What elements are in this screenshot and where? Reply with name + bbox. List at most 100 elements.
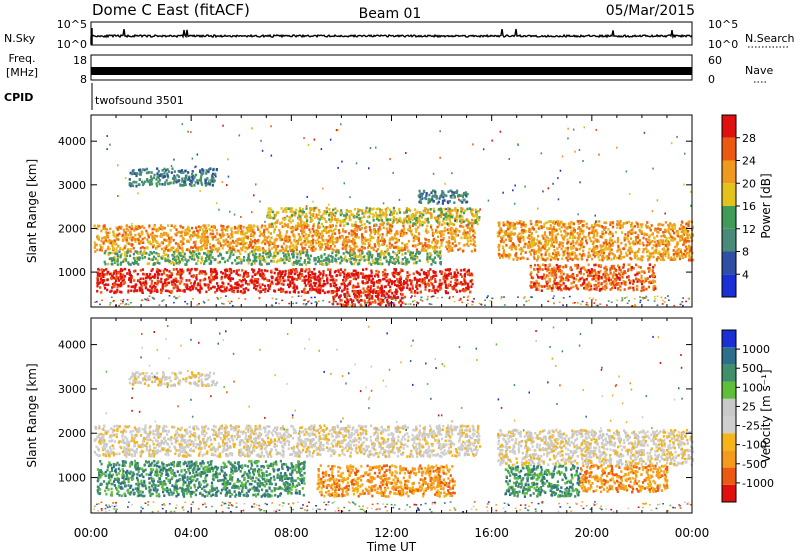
data-cell bbox=[216, 249, 219, 252]
data-cell bbox=[298, 224, 301, 228]
data-cell bbox=[633, 242, 636, 246]
data-cell bbox=[475, 210, 478, 213]
data-cell bbox=[185, 174, 188, 177]
data-cell bbox=[101, 236, 104, 240]
data-cell bbox=[399, 299, 402, 303]
data-cell bbox=[143, 256, 147, 259]
data-cell bbox=[347, 300, 350, 304]
data-cell bbox=[348, 272, 351, 275]
data-cell bbox=[141, 183, 145, 187]
data-cell bbox=[99, 244, 102, 247]
data-cell bbox=[533, 252, 536, 255]
data-cell bbox=[323, 253, 326, 256]
data-cell bbox=[372, 230, 375, 234]
data-cell bbox=[455, 282, 458, 286]
data-cell bbox=[113, 255, 116, 259]
data-cell bbox=[182, 237, 185, 241]
data-cell bbox=[253, 255, 256, 258]
data-cell bbox=[170, 275, 173, 279]
data-cell bbox=[459, 218, 462, 222]
data-cell bbox=[203, 241, 206, 245]
data-cell bbox=[377, 298, 380, 302]
data-cell bbox=[407, 250, 411, 253]
data-cell bbox=[451, 214, 454, 217]
data-cell bbox=[349, 257, 353, 260]
data-cell bbox=[345, 301, 348, 304]
data-cell bbox=[558, 227, 561, 231]
data-cell bbox=[377, 236, 380, 239]
data-cell bbox=[427, 272, 430, 275]
data-cell bbox=[138, 258, 141, 261]
data-cell bbox=[449, 246, 452, 250]
data-cell bbox=[100, 291, 103, 294]
data-cell bbox=[261, 257, 264, 260]
data-cell bbox=[357, 255, 360, 258]
data-cell bbox=[172, 280, 175, 284]
data-cell bbox=[446, 228, 449, 231]
data-cell bbox=[440, 230, 443, 233]
data-cell bbox=[368, 276, 371, 279]
data-cell bbox=[412, 244, 415, 248]
data-cell bbox=[548, 227, 551, 230]
data-cell bbox=[371, 300, 374, 304]
data-cell bbox=[201, 259, 204, 262]
data-cell bbox=[436, 239, 439, 243]
data-cell bbox=[147, 276, 150, 279]
data-cell bbox=[228, 269, 231, 273]
data-cell bbox=[455, 215, 458, 218]
data-cell bbox=[180, 171, 183, 174]
data-cell bbox=[99, 272, 103, 276]
data-cell bbox=[360, 258, 363, 261]
data-cell bbox=[466, 284, 469, 287]
data-cell bbox=[132, 180, 135, 184]
data-cell bbox=[168, 236, 171, 239]
data-cell bbox=[327, 225, 330, 229]
data-cell bbox=[426, 283, 429, 286]
data-cell bbox=[516, 256, 519, 260]
data-cell bbox=[284, 253, 287, 256]
data-cell bbox=[150, 252, 154, 255]
data-cell bbox=[160, 174, 164, 178]
data-cell bbox=[149, 285, 152, 288]
data-cell bbox=[418, 216, 421, 220]
data-cell bbox=[187, 227, 190, 230]
data-cell bbox=[333, 295, 336, 298]
data-cell bbox=[439, 260, 442, 264]
data-cell bbox=[460, 275, 464, 278]
data-cell bbox=[368, 226, 371, 229]
data-cell bbox=[243, 233, 246, 236]
data-cell bbox=[269, 252, 272, 256]
data-cell bbox=[520, 235, 523, 238]
data-cell bbox=[420, 242, 423, 245]
data-cell bbox=[519, 220, 522, 223]
data-cell bbox=[560, 247, 563, 251]
data-cell bbox=[279, 274, 282, 277]
data-cell bbox=[204, 225, 207, 228]
data-cell bbox=[186, 228, 189, 231]
data-cell bbox=[108, 272, 111, 276]
data-cell bbox=[169, 181, 172, 185]
data-cell bbox=[136, 272, 139, 276]
data-cell bbox=[447, 242, 450, 245]
data-cell bbox=[113, 257, 116, 260]
data-cell bbox=[315, 234, 318, 238]
data-cell bbox=[405, 207, 408, 210]
panel-power bbox=[90, 114, 740, 308]
data-cell bbox=[576, 248, 579, 251]
data-cell bbox=[115, 226, 118, 230]
data-cell bbox=[344, 268, 347, 272]
data-cell bbox=[117, 283, 120, 287]
data-cell bbox=[377, 302, 380, 306]
data-cell bbox=[167, 170, 170, 173]
data-cell bbox=[667, 243, 670, 247]
data-cell bbox=[219, 241, 222, 245]
data-cell bbox=[211, 238, 214, 241]
data-cell bbox=[689, 248, 692, 252]
data-cell bbox=[403, 295, 407, 299]
data-cell bbox=[128, 272, 131, 275]
data-cell bbox=[189, 256, 192, 259]
data-cell bbox=[411, 254, 414, 257]
data-cell bbox=[275, 277, 278, 280]
data-cell bbox=[305, 207, 308, 210]
data-cell bbox=[345, 258, 348, 262]
